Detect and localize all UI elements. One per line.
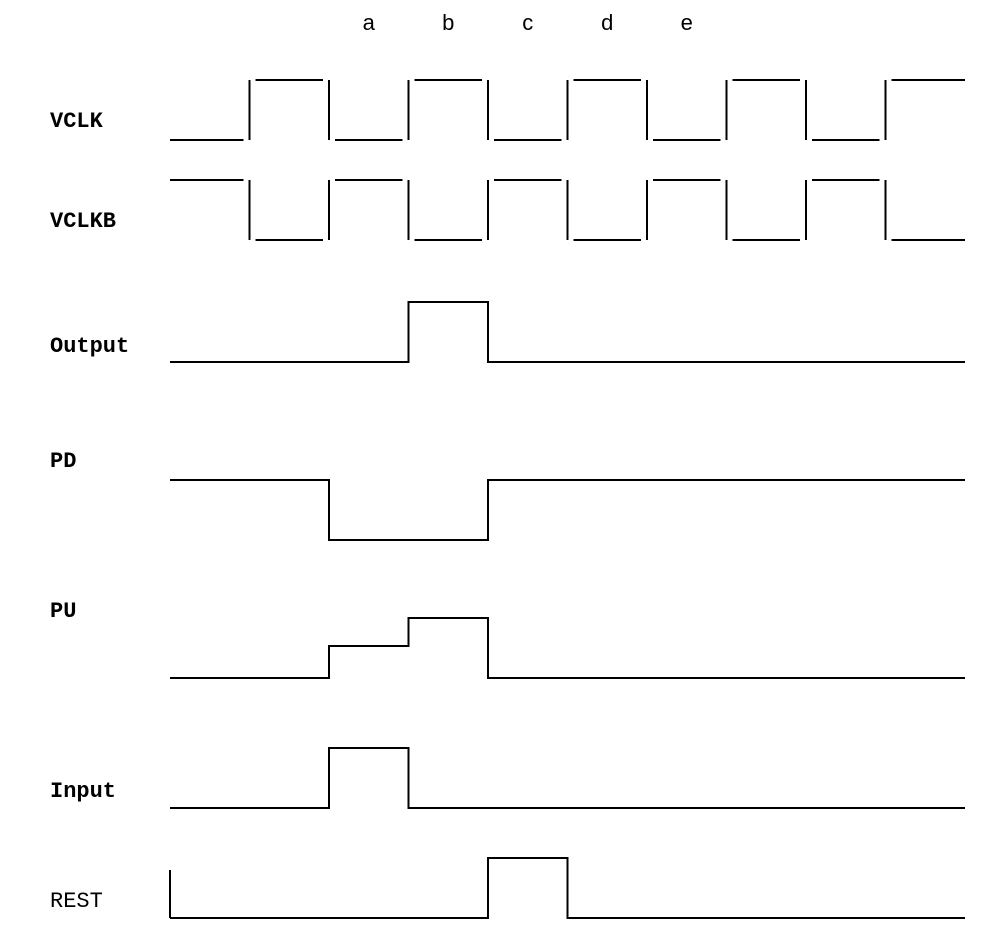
wave-rest [170,858,965,918]
wave-output [170,302,965,362]
marker-b: b [436,10,460,36]
label-input: Input [0,779,150,804]
label-vclk: VCLK [0,109,150,134]
marker-d: d [595,10,619,36]
wave-pu [170,618,965,678]
wave-pd [170,480,965,540]
marker-c: c [516,10,540,36]
label-pu: PU [0,599,150,624]
label-pd: PD [0,449,150,474]
wave-input [170,748,965,808]
timing-diagram: VCLK VCLKB Output PD PU Input REST a b c d e [0,0,1000,952]
label-rest: REST [0,889,150,914]
label-vclkb: VCLKB [0,209,150,234]
label-output: Output [0,334,150,359]
waveform-canvas [0,0,1000,952]
marker-e: e [675,10,699,36]
marker-a: a [357,10,381,36]
